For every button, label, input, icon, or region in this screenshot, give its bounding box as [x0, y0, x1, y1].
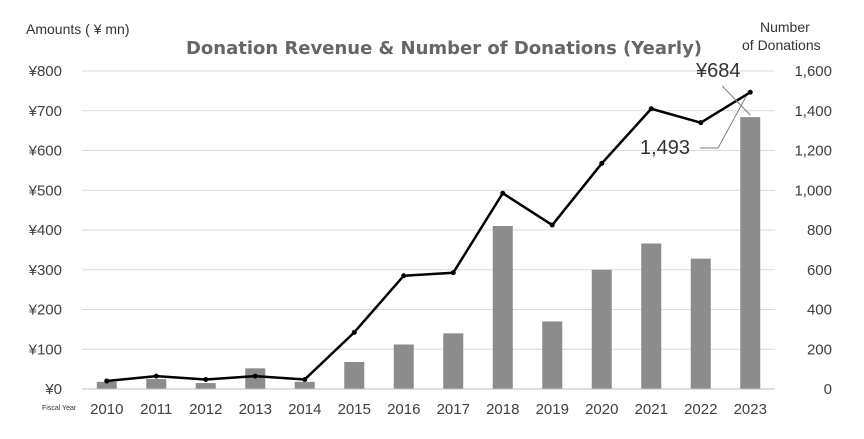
right-tick-label: 200: [807, 341, 832, 358]
bar: [492, 226, 513, 389]
x-tick-label: 2015: [338, 401, 371, 418]
line-point: [549, 222, 555, 228]
annotation-bar-last: ¥684: [695, 60, 741, 82]
left-axis-title: Amounts ( ¥ mn): [26, 21, 129, 37]
annotation-leader-line: [700, 96, 747, 149]
bar: [294, 381, 315, 389]
right-tick-label: 1,400: [794, 103, 832, 120]
bar: [146, 379, 167, 389]
x-tick-label: 2011: [140, 401, 172, 418]
right-tick-label: 1,200: [794, 143, 832, 160]
bar: [245, 368, 266, 389]
bar: [591, 269, 612, 389]
annotation-line-last: 1,493: [640, 137, 690, 159]
right-axis-title-line2: of Donations: [742, 37, 821, 53]
left-tick-label: ¥100: [28, 341, 62, 358]
bar: [195, 383, 216, 389]
line-point: [252, 373, 258, 379]
bar: [542, 321, 563, 389]
axes: ¥0 0 ¥100 200 ¥200 400 ¥300 600 ¥400 800 ¥500 1,000…: [28, 63, 832, 418]
bar: [690, 258, 711, 389]
line-point: [302, 376, 308, 382]
line-point: [203, 376, 209, 382]
line-point: [500, 190, 506, 196]
line-point: [648, 106, 654, 112]
line-point: [747, 89, 753, 95]
left-tick-label: ¥200: [28, 302, 62, 319]
line-point: [698, 120, 704, 126]
right-tick-label: 600: [807, 262, 832, 279]
gridlines: [82, 70, 775, 350]
left-tick-label: ¥500: [28, 182, 62, 199]
line-point: [153, 373, 159, 379]
x-tick-label: 2013: [239, 401, 272, 418]
annotation-leader-bar: [721, 85, 751, 116]
x-tick-label: 2017: [437, 401, 470, 418]
right-axis-title-line1: Number: [760, 19, 810, 35]
bar: [641, 243, 662, 389]
x-tick-label: 2020: [585, 401, 618, 418]
bar-series-revenue: [96, 117, 761, 390]
x-tick-label: 2022: [684, 401, 717, 418]
bar: [740, 117, 761, 390]
left-tick-label: ¥600: [28, 143, 62, 160]
x-axis-title: Fiscal Year: [42, 405, 77, 412]
x-tick-label: 2014: [288, 401, 321, 418]
left-tick-label: ¥0: [44, 381, 62, 398]
right-tick-label: 1,600: [794, 63, 832, 80]
right-tick-label: 0: [824, 381, 832, 398]
right-tick-label: 1,000: [794, 182, 832, 199]
right-tick-label: 800: [807, 222, 832, 239]
left-tick-label: ¥300: [28, 262, 62, 279]
chart-title: Donation Revenue & Number of Donations (…: [186, 38, 702, 59]
bar: [443, 333, 464, 389]
x-tick-label: 2021: [635, 401, 668, 418]
bar: [393, 344, 414, 389]
x-tick-label: 2019: [536, 401, 569, 418]
bar: [344, 361, 365, 389]
line-point: [104, 378, 110, 384]
line-point: [401, 273, 407, 279]
series-line: [106, 91, 751, 383]
left-tick-label: ¥400: [28, 222, 62, 239]
line-point: [599, 160, 605, 166]
line-point: [351, 329, 357, 335]
left-tick-label: ¥800: [28, 63, 62, 80]
x-tick-label: 2018: [486, 401, 519, 418]
bar: [96, 381, 117, 389]
x-tick-label: 2016: [387, 401, 420, 418]
line-point: [450, 270, 456, 276]
x-tick-label: 2010: [90, 401, 123, 418]
line-series-donations: [104, 89, 753, 384]
x-tick-label: 2012: [189, 401, 222, 418]
right-tick-label: 400: [807, 302, 832, 319]
left-tick-label: ¥700: [28, 103, 62, 120]
x-tick-label: 2023: [734, 401, 767, 418]
